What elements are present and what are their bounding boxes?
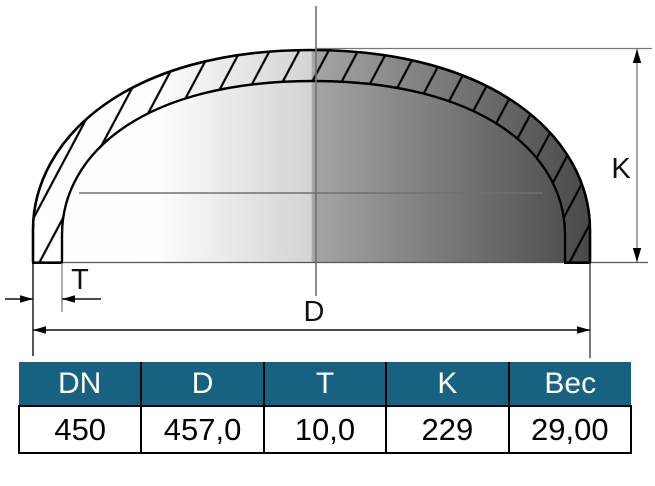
d-arrow-right-icon	[577, 326, 590, 334]
cap-outer-outline	[31, 48, 592, 262]
header-cell-d: D	[140, 362, 265, 407]
cap-cross-section-drawing: K T D	[5, 6, 652, 358]
value-cell-k: 229	[385, 405, 510, 454]
header-cell-t: T	[262, 362, 388, 407]
header-cell-k: K	[385, 362, 510, 407]
k-arrow-down-icon	[632, 248, 642, 262]
t-arrow-left-icon	[62, 295, 75, 303]
cap-inner-outline	[60, 79, 567, 262]
dim-label-d: D	[304, 296, 325, 328]
table-row: 450 457,0 10,0 229 29,00	[17, 405, 633, 454]
t-arrow-right-icon	[20, 295, 33, 303]
dim-label-t: T	[71, 264, 89, 296]
d-arrow-left-icon	[33, 326, 46, 334]
value-cell-d: 457,0	[140, 405, 265, 454]
header-cell-ves: Вес	[507, 362, 631, 407]
value-cell-ves: 29,00	[507, 405, 633, 454]
value-cell-dn: 450	[17, 405, 143, 454]
value-cell-t: 10,0	[262, 405, 388, 454]
k-arrow-up-icon	[632, 49, 642, 63]
header-cell-dn: DN	[19, 362, 143, 407]
dimensions-table: DN D T K Вес 450 457,0 10,0 229 29,00	[17, 362, 633, 454]
dim-label-k: K	[611, 153, 631, 185]
table-header-row: DN D T K Вес	[19, 362, 631, 407]
